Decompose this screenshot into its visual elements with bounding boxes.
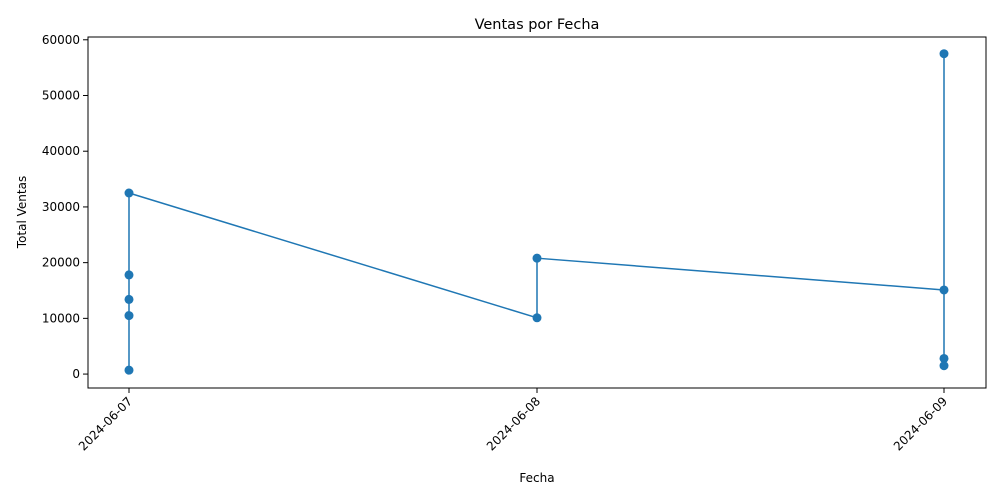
chart-title: Ventas por Fecha [475, 17, 600, 33]
y-tick-label: 50000 [42, 89, 80, 103]
data-point [532, 253, 542, 263]
data-point [124, 365, 134, 375]
x-axis-label: Fecha [519, 471, 554, 485]
y-tick-label: 10000 [42, 311, 80, 325]
data-point [939, 49, 949, 59]
data-point [124, 294, 134, 304]
data-point [124, 311, 134, 321]
y-tick-label: 0 [72, 367, 80, 381]
y-tick-label: 60000 [42, 33, 80, 47]
data-point [939, 353, 949, 363]
y-axis: 0 10000 20000 30000 40000 50000 60000 [42, 33, 88, 381]
y-tick-label: 30000 [42, 200, 80, 214]
data-point [124, 188, 134, 198]
data-point [939, 285, 949, 295]
y-tick-label: 40000 [42, 144, 80, 158]
plot-area [124, 49, 949, 375]
data-point [532, 313, 542, 323]
data-point [939, 361, 949, 371]
y-axis-label: Total Ventas [15, 176, 29, 249]
y-tick-label: 20000 [42, 256, 80, 270]
data-point [124, 270, 134, 280]
